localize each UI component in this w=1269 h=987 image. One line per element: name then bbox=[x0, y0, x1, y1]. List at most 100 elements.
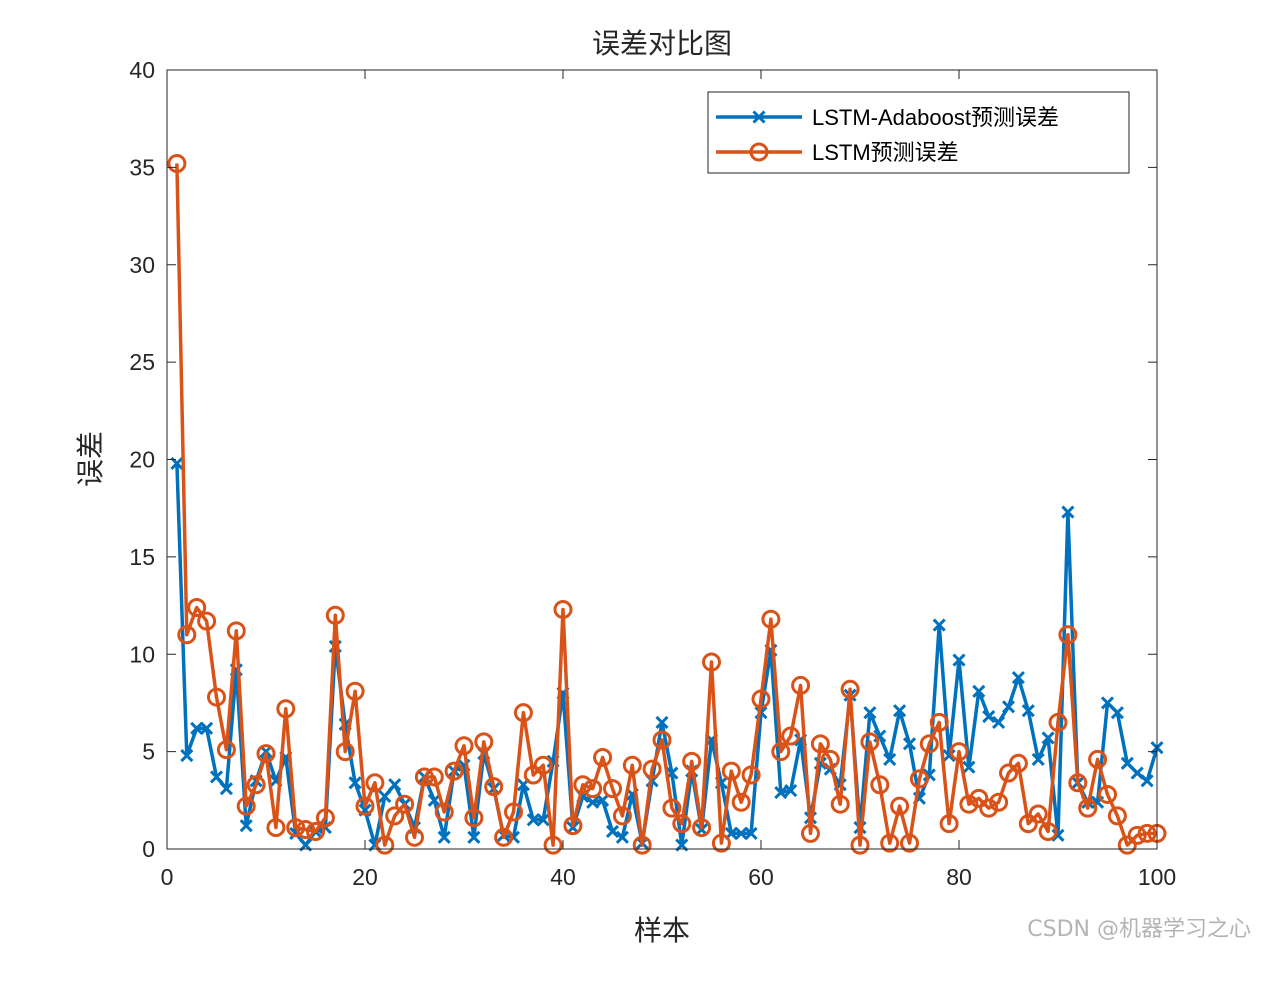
data-point bbox=[890, 796, 910, 816]
legend-marker bbox=[749, 142, 769, 162]
data-point bbox=[942, 748, 956, 763]
y-tick-label: 15 bbox=[129, 544, 155, 570]
data-point bbox=[939, 814, 959, 834]
data-point bbox=[190, 721, 204, 735]
data-point bbox=[632, 835, 652, 855]
y-tick-label: 30 bbox=[129, 252, 155, 278]
data-point bbox=[959, 794, 979, 814]
data-point bbox=[200, 721, 214, 735]
data-point bbox=[454, 736, 474, 756]
data-point bbox=[494, 827, 514, 847]
data-point bbox=[860, 732, 880, 752]
data-point bbox=[427, 793, 441, 807]
data-point bbox=[216, 740, 236, 760]
chart-title: 误差对比图 bbox=[592, 27, 732, 60]
legend-label: LSTM-Adaboost预测误差 bbox=[812, 105, 1059, 130]
data-point bbox=[207, 687, 226, 707]
data-point bbox=[1058, 625, 1078, 645]
y-tick-label: 40 bbox=[129, 57, 155, 83]
data-point bbox=[662, 798, 682, 818]
data-point bbox=[474, 732, 494, 752]
data-point bbox=[902, 737, 917, 751]
axes: 0 20 40 60 80 100 0 5 10 15 20 25 30 35 40 bbox=[129, 57, 1176, 890]
data-point bbox=[536, 813, 550, 827]
data-point bbox=[692, 818, 712, 838]
data-point bbox=[952, 653, 966, 667]
data-point bbox=[296, 820, 316, 840]
data-point bbox=[830, 794, 850, 814]
data-point bbox=[751, 689, 771, 709]
data-point bbox=[774, 785, 788, 800]
data-point bbox=[1008, 753, 1028, 773]
data-point bbox=[932, 618, 946, 632]
data-point bbox=[771, 742, 791, 762]
data-point bbox=[820, 749, 840, 769]
data-point bbox=[1018, 814, 1038, 834]
data-point bbox=[286, 818, 306, 838]
x-axis-label: 样本 bbox=[634, 914, 690, 947]
data-point bbox=[1061, 505, 1075, 519]
data-point bbox=[1088, 749, 1108, 769]
data-point bbox=[949, 742, 969, 762]
data-point bbox=[504, 802, 523, 822]
data-point bbox=[840, 679, 860, 699]
data-point bbox=[929, 712, 949, 732]
data-point bbox=[434, 802, 454, 822]
data-point bbox=[909, 769, 929, 789]
series-2 bbox=[167, 153, 1167, 855]
data-point bbox=[919, 734, 939, 754]
data-point bbox=[652, 730, 672, 750]
data-point bbox=[1028, 804, 1048, 824]
data-point bbox=[1041, 731, 1055, 745]
data-point bbox=[1048, 712, 1068, 732]
data-point bbox=[256, 744, 276, 764]
data-point bbox=[348, 776, 362, 790]
x-tick-label: 0 bbox=[161, 864, 174, 890]
x-tick-label: 20 bbox=[352, 864, 378, 890]
data-point bbox=[424, 767, 444, 787]
legend-marker bbox=[752, 110, 766, 124]
data-point bbox=[615, 830, 629, 844]
data-point bbox=[900, 833, 919, 853]
data-point bbox=[744, 826, 758, 840]
data-point bbox=[603, 779, 622, 799]
data-point bbox=[922, 768, 936, 782]
x-tick-label: 60 bbox=[748, 864, 774, 890]
legend: LSTM-Adaboost预测误差 LSTM预测误差 bbox=[707, 91, 1130, 174]
data-point bbox=[1068, 773, 1088, 793]
data-point bbox=[622, 755, 642, 775]
data-point bbox=[893, 704, 907, 718]
y-tick-label: 35 bbox=[129, 154, 155, 180]
data-point bbox=[315, 808, 335, 828]
data-point bbox=[1051, 828, 1065, 842]
data-point bbox=[870, 775, 890, 795]
data-point bbox=[655, 715, 669, 729]
data-point bbox=[863, 706, 877, 720]
data-point bbox=[523, 765, 543, 785]
data-point bbox=[395, 794, 415, 814]
data-point bbox=[1140, 774, 1154, 788]
series-line bbox=[175, 163, 1157, 847]
data-point bbox=[761, 609, 781, 629]
data-point bbox=[573, 775, 593, 795]
data-point bbox=[605, 824, 620, 839]
data-point bbox=[246, 775, 266, 795]
data-point bbox=[1107, 806, 1127, 826]
plot-area bbox=[167, 153, 1167, 855]
data-point bbox=[1078, 798, 1098, 818]
legend-label: LSTM预测误差 bbox=[812, 140, 959, 165]
data-point bbox=[784, 784, 798, 798]
data-point bbox=[731, 792, 751, 812]
x-tick-label: 100 bbox=[1138, 864, 1176, 890]
data-point bbox=[325, 605, 345, 625]
y-tick-label: 25 bbox=[129, 349, 155, 375]
data-point bbox=[979, 798, 999, 818]
data-point bbox=[467, 830, 481, 844]
data-point bbox=[741, 765, 761, 785]
watermark: CSDN @机器学习之心 bbox=[1027, 917, 1251, 942]
legend-box bbox=[707, 91, 1130, 174]
data-point bbox=[642, 759, 662, 779]
data-point bbox=[167, 153, 187, 173]
data-point bbox=[969, 788, 989, 808]
data-point bbox=[1110, 706, 1124, 720]
